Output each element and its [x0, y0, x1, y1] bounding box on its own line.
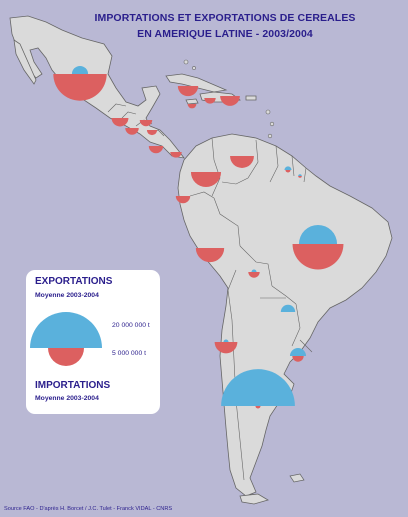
land-tierra-del-fuego	[239, 493, 269, 505]
imports-symbol-guyana	[285, 170, 291, 173]
imports-symbol-chili	[214, 342, 238, 354]
imports-symbol-uruguay	[292, 356, 304, 362]
source-credit: Source FAO - D'après H. Borcet / J.C. Tu…	[4, 506, 173, 512]
exports-symbol-chili	[223, 339, 229, 342]
cereal-flow-symbols	[53, 65, 344, 409]
imports-symbol-bolivie	[248, 272, 260, 278]
imports-symbol-salvador	[125, 128, 139, 135]
imports-symbol-honduras	[139, 120, 153, 127]
land-lesser-antilles	[267, 133, 273, 139]
exports-symbol-mexique	[71, 65, 89, 74]
legend-scale-large: 20 000 000 t	[112, 322, 150, 329]
land-lesser-antilles	[265, 109, 271, 115]
land-jamaica	[185, 98, 199, 105]
imports-symbol-panama	[170, 152, 182, 158]
legend-exports-heading: EXPORTATIONS	[35, 276, 113, 287]
land-bahamas	[183, 59, 189, 65]
land-baja-california	[13, 39, 37, 85]
land-falklands	[289, 473, 305, 483]
legend-imports-subheading: Moyenne 2003-2004	[35, 395, 99, 402]
map-title-line2: EN AMERIQUE LATINE - 2003/2004	[137, 28, 313, 40]
imports-symbol-suriname	[298, 176, 302, 178]
legend: EXPORTATIONS Moyenne 2003-2004 20 000 00…	[26, 270, 160, 414]
imports-symbol-jamaique	[187, 104, 197, 109]
legend-symbols	[30, 312, 102, 366]
imports-symbol-nicaragua	[146, 130, 158, 136]
imports-symbol-argentine	[255, 406, 261, 409]
land-puerto-rico	[245, 95, 257, 101]
legend-scale-small: 5 000 000 t	[112, 350, 147, 357]
imports-symbol-colombie	[190, 172, 222, 188]
exports-symbol-argentine	[221, 369, 295, 406]
exports-symbol-bresil	[298, 224, 338, 244]
legend-exports-semicircle	[30, 312, 102, 348]
imports-symbol-haiti	[204, 98, 216, 104]
land-cuba	[165, 73, 228, 93]
map-title-line1: IMPORTATIONS ET EXPORTATIONS DE CEREALES	[94, 12, 356, 24]
imports-symbol-perou	[195, 248, 225, 263]
exports-symbol-paraguay	[280, 304, 296, 312]
legend-imports-heading: IMPORTATIONS	[35, 380, 111, 391]
imports-symbol-guatemala	[111, 118, 129, 127]
imports-symbol-cuba	[177, 86, 199, 97]
imports-symbol-venezuela	[230, 156, 254, 168]
exports-symbol-uruguay	[289, 347, 307, 356]
imports-symbol-republique-dominicaine	[220, 96, 240, 106]
exports-symbol-suriname	[298, 174, 302, 176]
legend-imports-semicircle	[48, 348, 84, 366]
imports-symbol-mexique	[53, 74, 107, 101]
land-bahamas	[192, 66, 196, 70]
imports-symbol-bresil	[292, 244, 344, 270]
exports-symbol-bolivie	[251, 269, 257, 272]
imports-symbol-equateur	[175, 196, 191, 204]
map-title: IMPORTATIONS ET EXPORTATIONS DE CEREALES…	[60, 10, 390, 42]
imports-symbol-costa-rica	[148, 146, 164, 154]
legend-exports-subheading: Moyenne 2003-2004	[35, 292, 99, 299]
exports-symbol-guyana	[284, 166, 292, 170]
land-lesser-antilles	[269, 121, 275, 127]
